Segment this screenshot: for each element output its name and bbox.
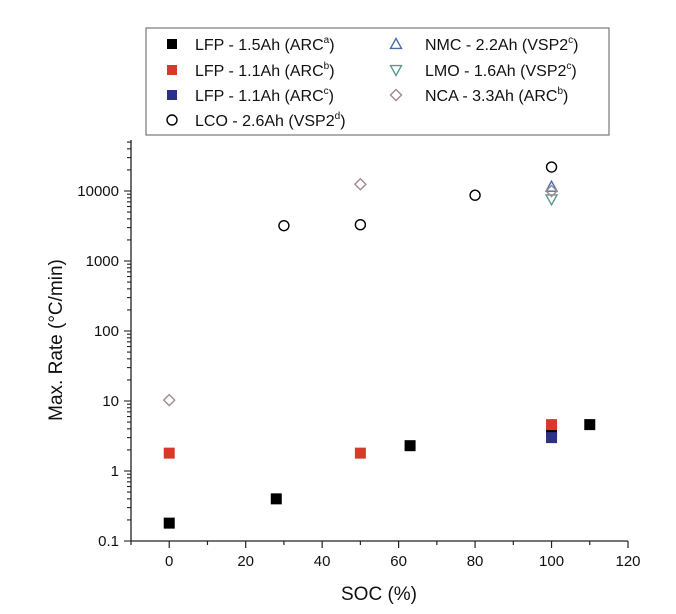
x-tick-label: 120 bbox=[615, 553, 640, 570]
y-ticks: 0.1 1 10 100 1000 10000 bbox=[77, 141, 131, 550]
x-tick-label: 60 bbox=[390, 553, 407, 570]
data-point bbox=[162, 393, 176, 407]
data-point bbox=[404, 440, 416, 452]
series-3 bbox=[278, 161, 558, 232]
series-1 bbox=[163, 419, 558, 459]
y-tick-label: 1 bbox=[111, 463, 119, 480]
data-point bbox=[546, 425, 558, 437]
legend-item: NCA - 3.3Ah (ARCb) bbox=[389, 86, 568, 105]
legend-item: LFP - 1.1Ah (ARCc) bbox=[167, 86, 334, 105]
y-tick-label: 100 bbox=[94, 323, 119, 340]
legend-marker bbox=[167, 90, 177, 100]
data-point bbox=[545, 161, 558, 173]
legend-item: NMC - 2.2Ah (VSP2c) bbox=[389, 35, 578, 54]
series-5 bbox=[544, 194, 559, 207]
data-point bbox=[546, 419, 558, 431]
series-6 bbox=[162, 177, 559, 407]
legend-item: LFP - 1.1Ah (ARCb) bbox=[167, 61, 335, 80]
x-tick-label: 20 bbox=[237, 553, 254, 570]
data-point bbox=[544, 179, 559, 192]
data-point bbox=[354, 219, 367, 231]
data-point bbox=[546, 432, 558, 444]
x-tick-label: 40 bbox=[314, 553, 331, 570]
data-points bbox=[162, 161, 596, 529]
series-2 bbox=[546, 432, 558, 444]
y-axis-title: Max. Rate (°C/min) bbox=[46, 259, 67, 421]
x-axis-title: SOC (%) bbox=[341, 584, 417, 605]
legend: LFP - 1.5Ah (ARCa) LFP - 1.1Ah (ARCb) LFP … bbox=[145, 27, 610, 136]
legend-box bbox=[145, 27, 610, 136]
data-point bbox=[544, 194, 559, 207]
data-point bbox=[469, 189, 481, 201]
legend-label: NCA - 3.3Ah (ARCb) bbox=[425, 86, 568, 105]
legend-marker bbox=[166, 114, 178, 126]
data-point bbox=[353, 177, 367, 191]
y-tick-label: 10 bbox=[102, 393, 119, 410]
legend-item: LMO - 1.6Ah (VSP2c) bbox=[389, 61, 577, 80]
data-point bbox=[163, 517, 175, 529]
legend-label: LFP - 1.5Ah (ARCa) bbox=[195, 35, 335, 54]
series-4 bbox=[544, 179, 559, 192]
legend-label: LFP - 1.1Ah (ARCc) bbox=[195, 86, 334, 105]
y-tick-label: 10000 bbox=[77, 183, 119, 200]
legend-label: LMO - 1.6Ah (VSP2c) bbox=[425, 61, 577, 80]
legend-marker bbox=[167, 65, 177, 75]
legend-label: LFP - 1.1Ah (ARCb) bbox=[195, 61, 335, 80]
y-tick-label: 1000 bbox=[86, 253, 119, 270]
legend-marker bbox=[167, 39, 177, 49]
data-point bbox=[584, 419, 596, 431]
x-tick-label: 0 bbox=[165, 553, 173, 570]
legend-marker bbox=[389, 37, 403, 50]
data-point bbox=[354, 447, 366, 459]
x-tick-label: 80 bbox=[467, 553, 484, 570]
x-tick-label: 100 bbox=[539, 553, 564, 570]
y-tick-label: 0.1 bbox=[98, 533, 119, 550]
series-0 bbox=[163, 419, 596, 529]
data-point bbox=[278, 219, 290, 232]
legend-marker bbox=[389, 64, 403, 77]
data-point bbox=[163, 447, 175, 459]
data-point bbox=[545, 184, 559, 198]
data-point bbox=[270, 493, 282, 505]
legend-label: LCO - 2.6Ah (VSP2d) bbox=[195, 111, 346, 130]
legend-label: NMC - 2.2Ah (VSP2c) bbox=[425, 35, 578, 54]
legend-marker bbox=[389, 88, 403, 102]
x-ticks: 0 20 40 60 80 100 120 bbox=[130, 541, 641, 570]
axes: 0 20 40 60 80 100 120 0.1 1 10 100 1000 10000 SOC (… bbox=[46, 140, 641, 605]
legend-item: LFP - 1.5Ah (ARCa) bbox=[167, 35, 335, 54]
legend-item: LCO - 2.6Ah (VSP2d) bbox=[166, 111, 346, 130]
